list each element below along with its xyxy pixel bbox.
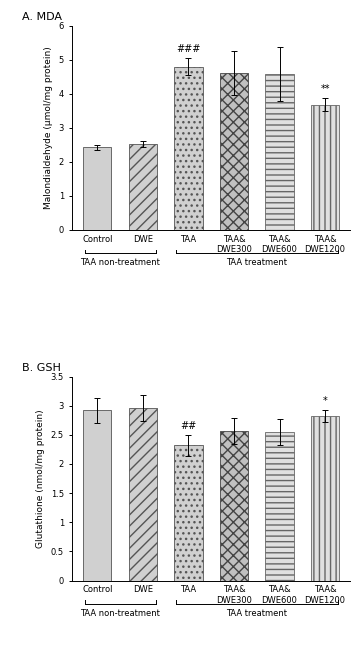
Text: TAA treatment: TAA treatment [226,609,287,618]
Bar [220,73,248,230]
Bar [311,416,339,580]
Text: A. MDA: A. MDA [22,12,62,22]
Text: B. GSH: B. GSH [22,363,61,373]
Text: TAA treatment: TAA treatment [226,258,287,267]
Bar [220,431,248,580]
Bar [129,408,157,580]
Text: **: ** [320,84,330,94]
Bar [265,74,293,230]
Text: ##: ## [180,421,196,431]
Text: ###: ### [176,44,201,54]
Text: TAA non-treatment: TAA non-treatment [80,609,160,618]
Bar [83,148,112,230]
Bar [129,144,157,230]
Bar [265,432,293,580]
Text: TAA non-treatment: TAA non-treatment [80,258,160,267]
Bar [311,104,339,230]
Bar [174,66,203,230]
Text: *: * [323,396,327,406]
Y-axis label: Malondialdehyde (μmol/mg protein): Malondialdehyde (μmol/mg protein) [44,46,53,209]
Y-axis label: Glutathione (nmol/mg protein): Glutathione (nmol/mg protein) [36,409,45,548]
Bar [174,445,203,580]
Bar [83,410,112,580]
